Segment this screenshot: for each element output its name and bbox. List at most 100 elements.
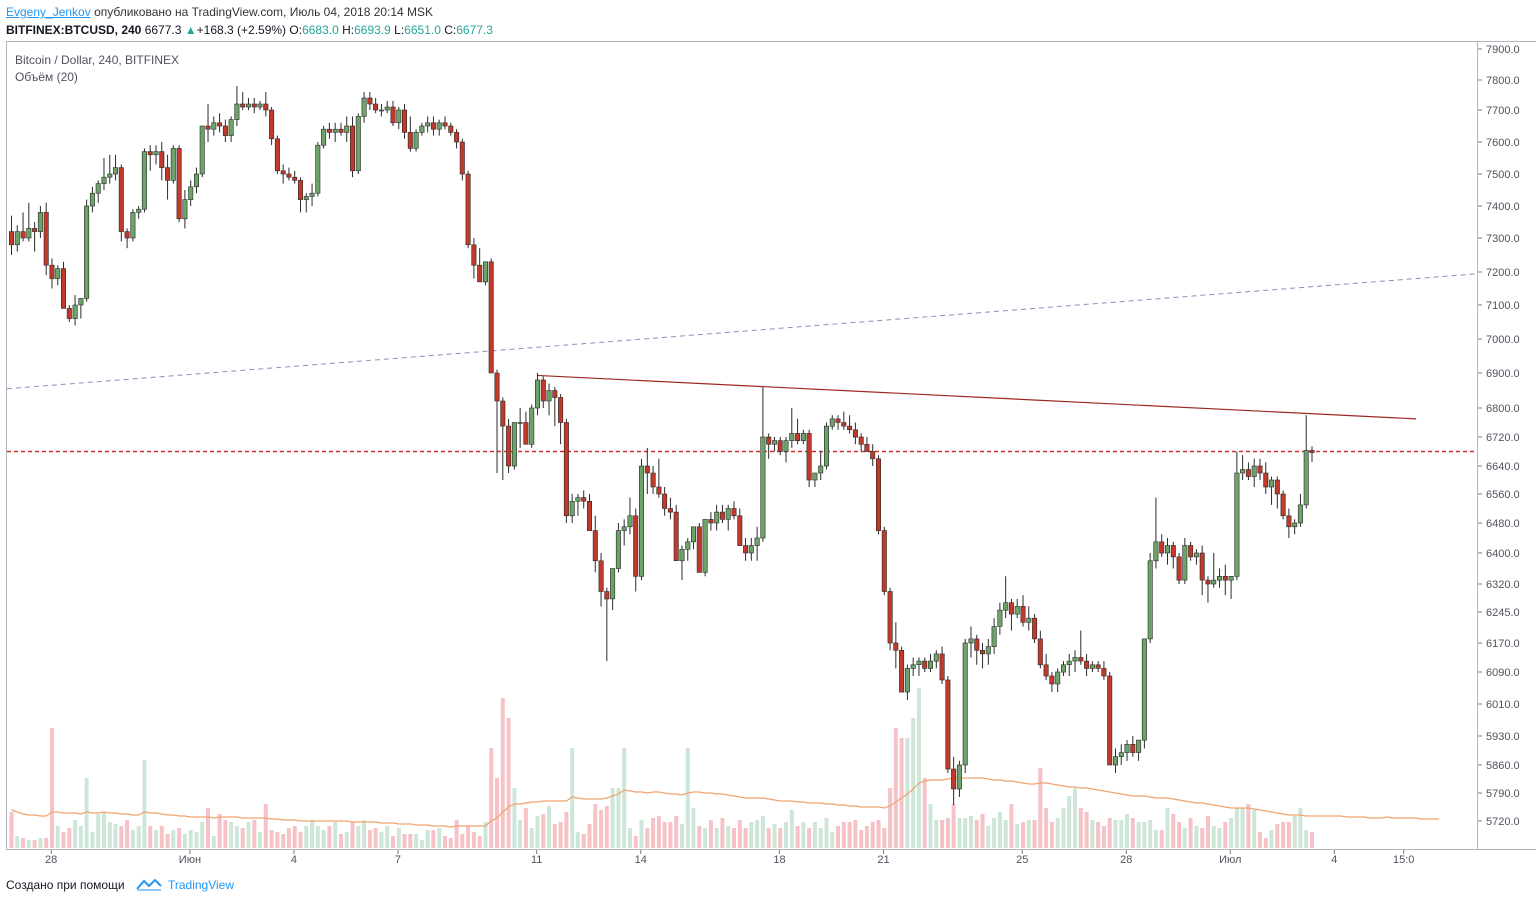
candle-body bbox=[419, 125, 425, 133]
time-scale[interactable]: 28 Июн 4 7 11 14 18 21 25 28 Июл 4 15:0 bbox=[6, 850, 1536, 868]
volume-bar bbox=[535, 816, 540, 848]
volume-bar bbox=[362, 820, 367, 848]
candle-body bbox=[84, 205, 90, 299]
price-axis: 7900.0 7800.0 7700.0 7600.0 7500.0 7400.0 7300… bbox=[1478, 44, 1520, 828]
volume-bar bbox=[78, 826, 83, 848]
candle-body bbox=[436, 122, 442, 130]
volume-bar bbox=[367, 830, 372, 848]
volume-bar bbox=[304, 826, 309, 848]
volume-bar bbox=[824, 818, 829, 848]
time-tick-label: 28 bbox=[1120, 854, 1132, 866]
candle-body bbox=[89, 192, 95, 207]
volume-bar bbox=[697, 826, 702, 848]
tradingview-brand-link[interactable]: TradingView bbox=[167, 878, 235, 892]
volume-bar bbox=[1136, 822, 1141, 848]
candle-body bbox=[708, 519, 714, 524]
candle-body bbox=[147, 151, 153, 156]
volume-bar bbox=[454, 820, 459, 848]
volume-bar bbox=[443, 836, 447, 848]
price-tick-label: 7200.0 bbox=[1486, 267, 1520, 279]
time-axis: 28 Июн 4 7 11 14 18 21 25 28 Июл 4 15:0 bbox=[45, 850, 1414, 866]
volume-bar bbox=[275, 832, 280, 848]
volume-bar bbox=[102, 812, 106, 848]
candle-body bbox=[159, 151, 165, 168]
candle-body bbox=[14, 231, 20, 246]
candle-body bbox=[494, 372, 500, 402]
volume-bar bbox=[506, 718, 511, 848]
candle-body bbox=[1061, 664, 1067, 673]
volume-bar bbox=[882, 828, 887, 848]
price-chart[interactable] bbox=[7, 42, 1478, 850]
volume-bar bbox=[1269, 830, 1274, 848]
candle-body bbox=[49, 264, 55, 279]
candle-body bbox=[228, 119, 234, 136]
volume-bar bbox=[1078, 808, 1083, 848]
candle-body bbox=[1124, 743, 1130, 753]
time-tick-label: 21 bbox=[877, 854, 889, 866]
volume-bar bbox=[246, 822, 251, 848]
price-tick-label: 6320.0 bbox=[1486, 579, 1520, 591]
candle-body bbox=[448, 125, 454, 133]
volume-bar bbox=[315, 826, 320, 848]
volume-bar bbox=[408, 834, 413, 848]
price-scale[interactable]: 7900.0 7800.0 7700.0 7600.0 7500.0 7400.0 7300… bbox=[1478, 41, 1536, 850]
candle-body bbox=[673, 511, 679, 562]
candle-body bbox=[390, 106, 396, 124]
volume-bar bbox=[841, 822, 846, 848]
candle-body bbox=[274, 138, 280, 172]
volume-bar bbox=[945, 818, 950, 848]
volume-bar bbox=[876, 820, 881, 848]
candle-body bbox=[118, 167, 124, 232]
volume-bar bbox=[1026, 820, 1031, 848]
chart-pane[interactable] bbox=[6, 41, 1478, 850]
volume-bar bbox=[656, 816, 661, 848]
candle-body bbox=[575, 497, 581, 502]
volume-bar bbox=[633, 836, 638, 848]
volume-bar bbox=[194, 832, 199, 848]
volume-bar bbox=[333, 822, 338, 848]
volume-bar bbox=[391, 836, 395, 848]
volume-bar bbox=[402, 834, 407, 848]
author-link[interactable]: Evgeny_Jenkov bbox=[6, 5, 91, 19]
volume-bar bbox=[1217, 828, 1222, 848]
price-tick-label: 7500.0 bbox=[1486, 169, 1520, 181]
candle-body bbox=[1107, 675, 1113, 766]
candle-body bbox=[20, 231, 26, 239]
volume-bar bbox=[1038, 768, 1043, 848]
volume-bar bbox=[379, 832, 384, 848]
volume-bar bbox=[720, 818, 725, 848]
candle-body bbox=[517, 422, 523, 424]
candle-body bbox=[760, 436, 766, 539]
candle-body bbox=[1095, 664, 1101, 669]
candle-body bbox=[263, 103, 269, 111]
candle-body bbox=[714, 511, 720, 524]
volume-bar bbox=[96, 814, 101, 848]
candle-body bbox=[552, 390, 558, 398]
volume-bar bbox=[1003, 820, 1008, 848]
candle-body bbox=[916, 660, 922, 665]
candle-body bbox=[1245, 469, 1251, 477]
candle-body bbox=[1165, 545, 1171, 554]
candle-body bbox=[858, 436, 864, 445]
volume-bar bbox=[558, 822, 563, 848]
candle-body bbox=[332, 128, 338, 133]
volume-bar bbox=[969, 816, 973, 848]
volume-bar bbox=[1206, 816, 1210, 848]
volume-bar bbox=[541, 814, 546, 848]
candle-body bbox=[1263, 472, 1269, 488]
price-tick-label: 6720.0 bbox=[1486, 432, 1520, 444]
price-tick-label: 6640.0 bbox=[1486, 461, 1520, 473]
volume-bar bbox=[917, 688, 921, 848]
volume-bar bbox=[593, 804, 598, 848]
candle-body bbox=[1130, 743, 1136, 753]
candle-body bbox=[1303, 450, 1309, 506]
volume-indicator-title[interactable]: Объём (20) bbox=[15, 70, 78, 84]
volume-bar bbox=[801, 822, 806, 848]
candle-body bbox=[355, 116, 361, 172]
volume-bar bbox=[766, 828, 771, 848]
candle-body bbox=[396, 109, 402, 124]
candle-body bbox=[783, 440, 789, 452]
volume-bar bbox=[951, 804, 956, 848]
volume-bar bbox=[21, 838, 26, 848]
candle-body bbox=[188, 186, 194, 200]
